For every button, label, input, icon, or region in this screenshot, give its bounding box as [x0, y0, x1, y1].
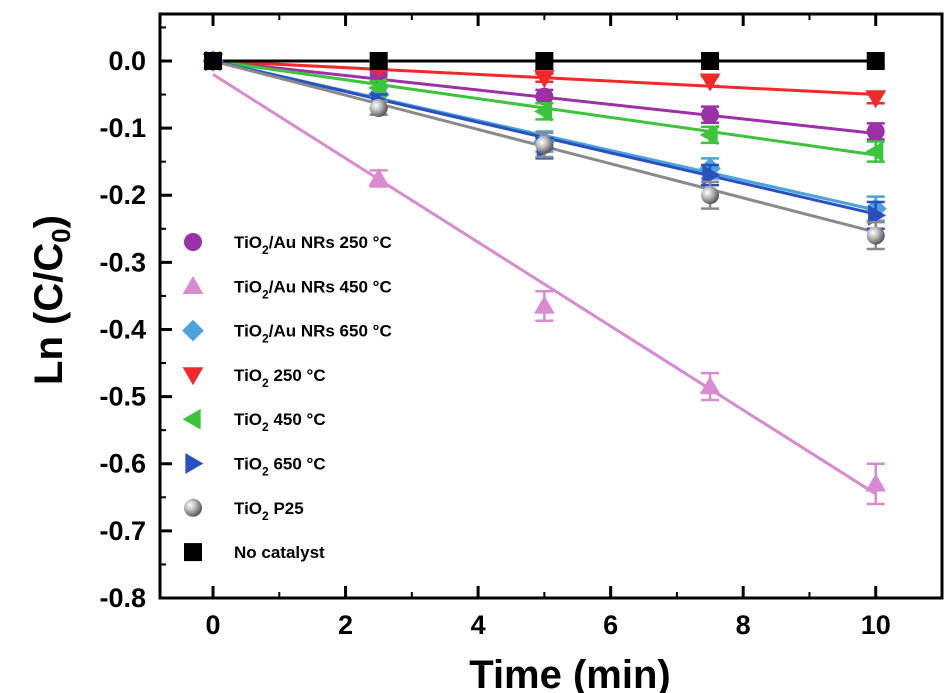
data-point-4-4 — [865, 141, 884, 162]
data-point-7-3 — [701, 51, 720, 70]
y-axis-title-prefix: Ln (C/C — [27, 243, 71, 385]
data-point-7-2 — [535, 51, 554, 70]
legend-label-suffix: 650 °C — [269, 455, 326, 474]
legend-label-suffix: /Au NRs 450 °C — [269, 277, 392, 296]
y-tick-label-3: -0.3 — [99, 247, 146, 277]
data-point-0-3 — [701, 105, 720, 124]
data-point-4-3 — [699, 124, 718, 146]
legend-label-sub: 2 — [262, 243, 269, 257]
legend-label-suffix: /Au NRs 250 °C — [269, 233, 392, 252]
data-point-6-4 — [866, 226, 885, 245]
data-point-4-1 — [368, 77, 387, 99]
data-point-3-2 — [534, 70, 555, 89]
legend-label-6: TiO2 P25 — [234, 499, 304, 523]
legend-marker-5 — [185, 453, 204, 474]
legend-label-sub: 2 — [262, 376, 269, 390]
legend-label-sub: 2 — [262, 509, 269, 523]
y-tick-label-4: -0.4 — [99, 314, 146, 344]
legend-label-prefix: TiO — [234, 410, 262, 429]
y-axis-title-suffix: ) — [27, 215, 71, 228]
y-axis-title: Ln (C/C0) — [27, 215, 76, 385]
data-point-7-4 — [866, 51, 885, 70]
legend-label-5: TiO2 650 °C — [234, 455, 326, 479]
legend-label-suffix: 250 °C — [269, 366, 326, 385]
plot-frame — [158, 12, 944, 600]
legend-marker-3 — [182, 367, 204, 386]
fit-line-1 — [212, 73, 877, 496]
data-point-7-1 — [369, 51, 388, 70]
legend-label-suffix: P25 — [269, 499, 304, 518]
x-tick-label-1: 2 — [338, 610, 353, 640]
legend-marker-1 — [182, 275, 204, 294]
legend-label-prefix: TiO — [234, 277, 262, 296]
y-tick-label-2: -0.2 — [99, 180, 146, 210]
x-tick-label-3: 6 — [603, 610, 618, 640]
legend-label-2: TiO2/Au NRs 650 °C — [234, 322, 392, 346]
legend-label-prefix: TiO — [234, 499, 262, 518]
data-point-1-1 — [368, 168, 390, 187]
legend-label-suffix: /Au NRs 650 °C — [269, 322, 392, 341]
legend-label-prefix: TiO — [234, 455, 262, 474]
legend-label-7: No catalyst — [234, 543, 325, 562]
plot-area — [202, 50, 887, 506]
legend-marker-2 — [182, 319, 204, 342]
y-tick-label-0: 0.0 — [108, 46, 146, 76]
y-tick-label-8: -0.8 — [99, 583, 146, 613]
legend-marker-6 — [184, 498, 202, 517]
x-tick-label-5: 10 — [861, 610, 891, 640]
legend-label-prefix: TiO — [234, 322, 262, 341]
y-tick-label-5: -0.5 — [99, 382, 146, 412]
legend-label-sub: 2 — [262, 465, 269, 479]
y-tick-label-1: -0.1 — [99, 113, 146, 143]
data-point-0-2 — [535, 87, 554, 106]
data-point-1-2 — [534, 295, 555, 314]
x-tick-label-2: 4 — [471, 610, 486, 640]
data-point-6-2 — [535, 135, 554, 154]
legend-label-3: TiO2 250 °C — [234, 366, 326, 390]
legend-label-prefix: TiO — [234, 366, 262, 385]
data-point-5-3 — [702, 164, 721, 186]
y-axis-title-sub: 0 — [46, 228, 76, 242]
data-point-6-1 — [369, 98, 388, 117]
data-point-5-4 — [868, 205, 887, 226]
legend-label-sub: 2 — [262, 420, 269, 434]
x-tick-label-0: 0 — [206, 610, 221, 640]
legend-label-sub: 2 — [262, 332, 269, 346]
y-tick-label-7: -0.7 — [99, 516, 146, 546]
x-tick-label-4: 8 — [736, 610, 751, 640]
data-point-6-3 — [701, 186, 720, 205]
axes: 0 2 4 6 8 10 0.0 -0.1 -0.2 -0.3 -0.4 -0.5 -0.6 -0.7 -0… — [99, 12, 944, 640]
legend-label-0: TiO2/Au NRs 250 °C — [234, 233, 392, 257]
x-axis-title: Time (min) — [469, 653, 671, 693]
legend-label-1: TiO2/Au NRs 450 °C — [234, 277, 392, 301]
legend-label-sub: 2 — [262, 287, 269, 301]
legend-marker-7 — [184, 543, 202, 562]
data-point-0-4 — [866, 122, 885, 141]
legend-label-suffix: 450 °C — [269, 410, 326, 429]
data-point-3-3 — [699, 73, 721, 92]
legend-label-4: TiO2 450 °C — [234, 410, 326, 434]
data-point-3-4 — [865, 90, 887, 109]
data-point-1-4 — [865, 473, 887, 492]
data-point-7-0 — [204, 51, 223, 70]
legend-label-prefix: No catalyst — [234, 543, 325, 562]
legend-marker-4 — [182, 408, 201, 430]
legend-marker-0 — [184, 233, 202, 251]
y-tick-label-6: -0.6 — [99, 449, 146, 479]
data-point-1-3 — [699, 376, 721, 395]
legend-label-prefix: TiO — [234, 233, 262, 252]
data-point-4-2 — [534, 100, 553, 122]
